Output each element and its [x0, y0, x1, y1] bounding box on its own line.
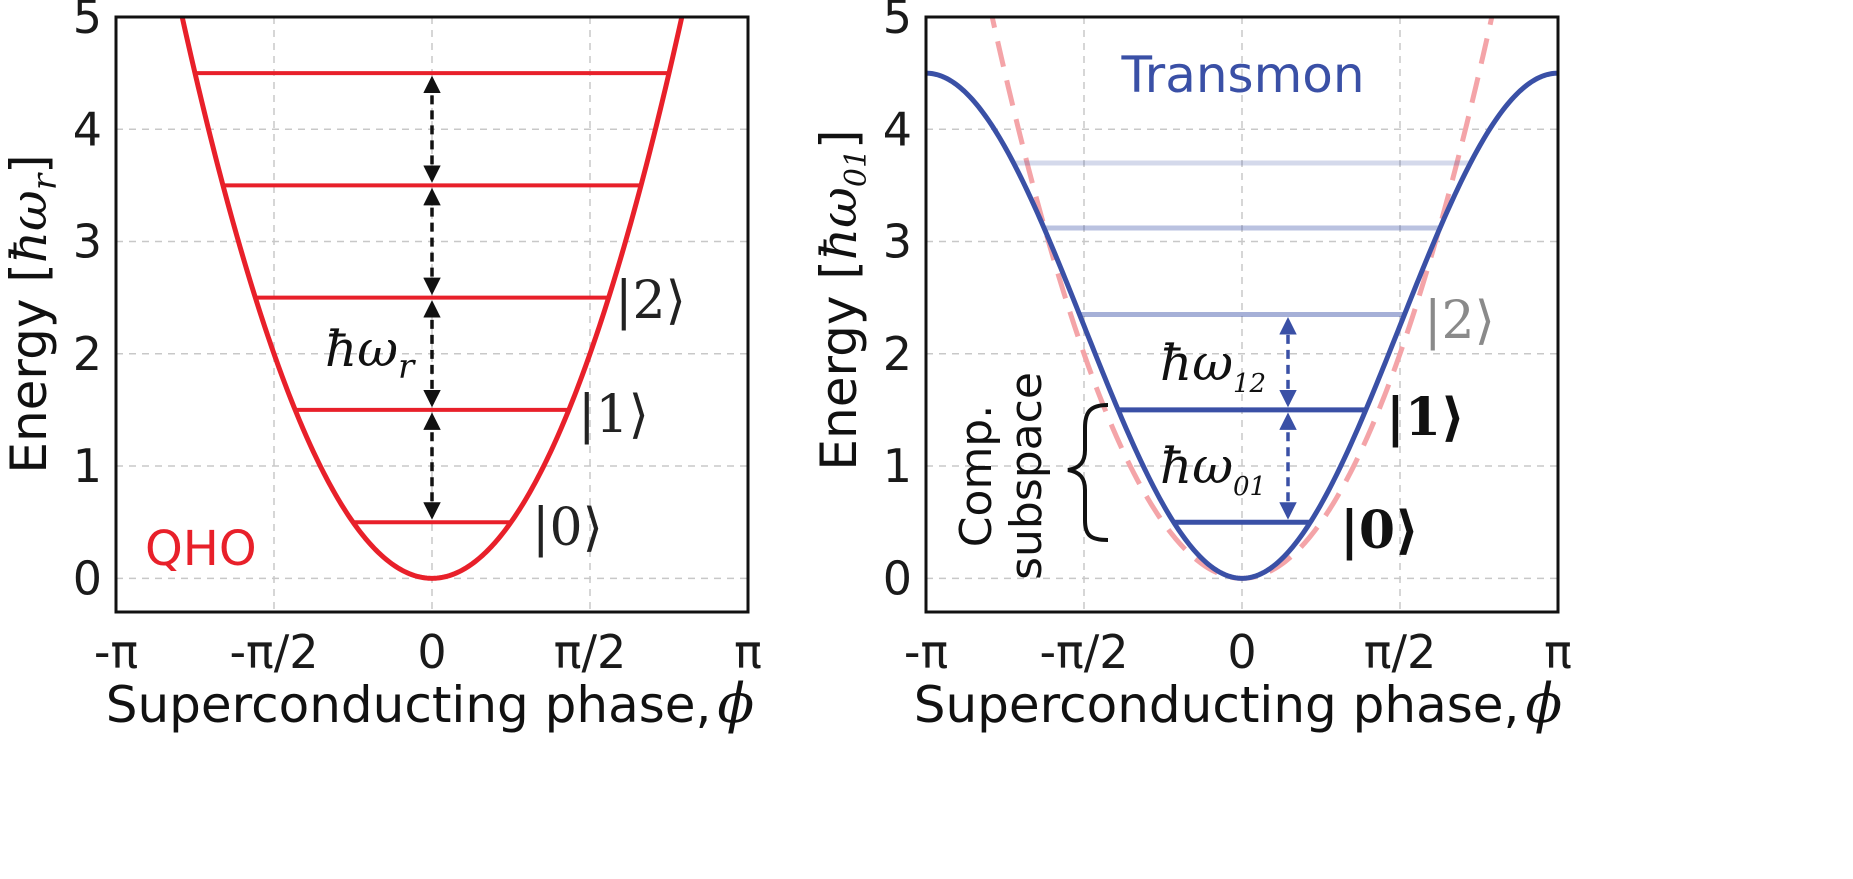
spacing-label: ħωr [325, 320, 416, 387]
y-tick-label: 0 [883, 551, 912, 605]
x-tick-labels: -π -π/2 0 π/2 π [94, 625, 762, 679]
x-tick-label: -π/2 [1039, 625, 1128, 679]
qho-potential-curve [179, 17, 685, 581]
energy-levels [194, 71, 670, 525]
x-tick-label: -π [904, 625, 948, 679]
ket-0-label: |0⟩ [1340, 500, 1419, 561]
transmon-chart: 0 1 2 3 4 5 -π -π/2 0 π/2 π Transmon ħω12 ħω01 |0… [810, 0, 1572, 735]
x-tick-label: -π [94, 625, 138, 679]
y-tick-label: 5 [73, 0, 102, 44]
y-tick-label: 1 [883, 439, 912, 493]
x-axis-label: Superconducting phase, ϕ [914, 672, 1562, 735]
y-tick-label: 3 [883, 215, 912, 269]
ket-1-label: |1⟩ [1386, 387, 1465, 448]
subspace-brace [1067, 403, 1109, 542]
y-axis-label: Energy [ħωr] [0, 154, 65, 473]
y-tick-label: 2 [73, 327, 102, 381]
y-tick-label: 4 [73, 102, 102, 156]
y-tick-label: 5 [883, 0, 912, 44]
x-axis-label: Superconducting phase, ϕ [106, 672, 754, 735]
y-tick-label: 0 [73, 551, 102, 605]
y-tick-label: 1 [73, 439, 102, 493]
ket-2-label: |2⟩ [615, 271, 686, 331]
ket-2-label: |2⟩ [1424, 291, 1495, 351]
spacing-label-12: ħω12 [1160, 334, 1266, 399]
transmon-potential-curve [926, 70, 1558, 581]
energy-levels [1013, 160, 1471, 525]
x-tick-label: 0 [417, 625, 446, 679]
x-tick-label: 0 [1227, 625, 1256, 679]
x-tick-label: -π/2 [229, 625, 318, 679]
chart-title: Transmon [1120, 46, 1364, 104]
y-tick-label: 2 [883, 327, 912, 381]
x-tick-label: π/2 [1364, 625, 1436, 679]
x-tick-label: π [734, 625, 762, 679]
qho-annotation: QHO [145, 521, 257, 577]
x-tick-label: π/2 [554, 625, 626, 679]
y-tick-label: 3 [73, 215, 102, 269]
y-tick-label: 4 [883, 102, 912, 156]
y-tick-labels: 0 1 2 3 4 5 [883, 0, 912, 605]
qho-chart: 0 1 2 3 4 5 -π -π/2 0 π/2 π QHO ħωr |0⟩ |1⟩ |2⟩ S… [0, 0, 762, 735]
ket-1-label: |1⟩ [578, 385, 649, 445]
brace-label: Comp.subspace [951, 372, 1052, 580]
x-tick-labels: -π -π/2 0 π/2 π [904, 625, 1572, 679]
y-axis-label: Energy [ħω01] [810, 129, 874, 470]
y-tick-labels: 0 1 2 3 4 5 [73, 0, 102, 605]
ket-0-label: |0⟩ [532, 498, 603, 558]
plot-frame [924, 15, 1560, 614]
spacing-label-01: ħω01 [1160, 437, 1266, 502]
plot-frame [114, 15, 750, 614]
x-tick-label: π [1544, 625, 1572, 679]
